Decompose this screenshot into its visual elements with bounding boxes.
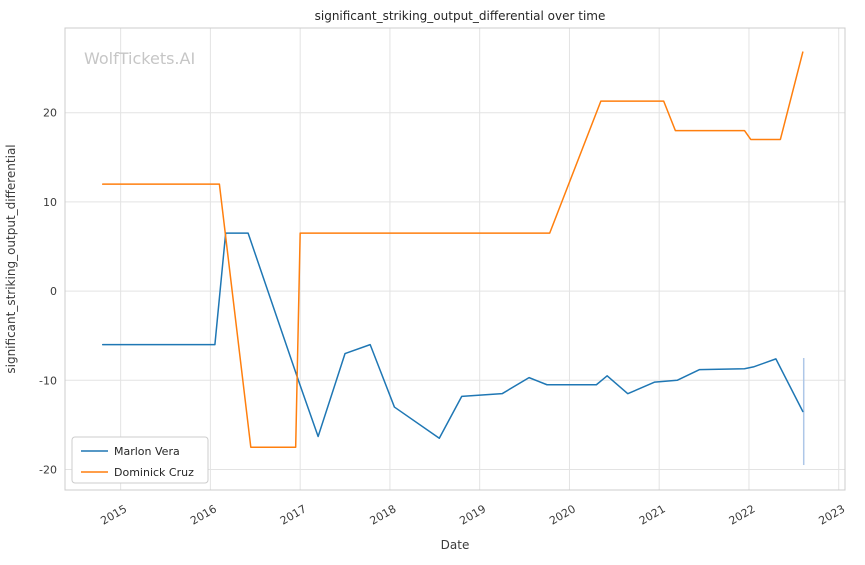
grid [64, 27, 846, 491]
x-tick-label: 2018 [368, 502, 399, 527]
series-line-marlon-vera [101, 232, 804, 440]
x-tick-label: 2016 [188, 502, 219, 527]
y-axis-label: significant_striking_output_differential [4, 144, 18, 373]
x-axis-label: Date [441, 538, 470, 552]
watermark-text: WolfTickets.AI [84, 49, 195, 68]
x-tick-label: 2015 [98, 502, 129, 527]
legend-label: Dominick Cruz [114, 466, 194, 479]
chart-title: significant_striking_output_differential… [315, 9, 606, 23]
y-tick-label: 10 [43, 196, 57, 209]
x-tick-label: 2022 [727, 502, 758, 527]
x-tick-label: 2020 [547, 502, 578, 527]
y-tick-label: 0 [50, 285, 57, 298]
x-tick-label: 2021 [637, 502, 668, 527]
series-line-dominick-cruz [101, 51, 804, 448]
legend: Marlon Vera Dominick Cruz [71, 436, 209, 484]
y-tick-label: 20 [43, 107, 57, 120]
x-tick-label: 2023 [816, 502, 847, 527]
y-tick-label: -20 [39, 463, 57, 476]
series [101, 51, 805, 466]
legend-label: Marlon Vera [114, 445, 180, 458]
x-tick-label: 2017 [278, 502, 309, 527]
y-tick-label: -10 [39, 374, 57, 387]
plot-border [64, 27, 846, 491]
x-tick-label: 2019 [457, 502, 488, 527]
